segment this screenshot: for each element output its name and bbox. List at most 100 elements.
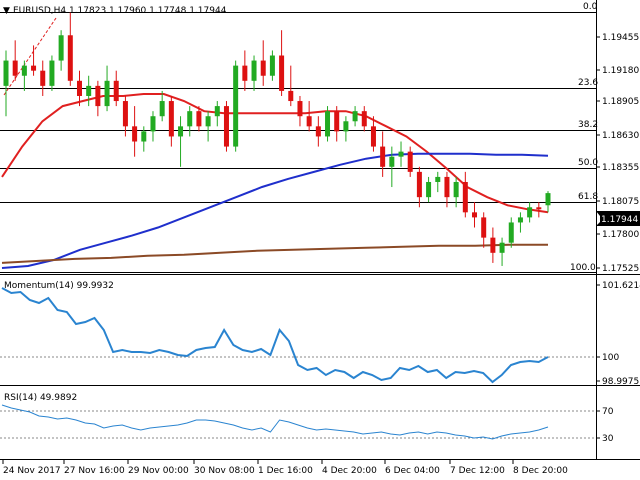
candle-body	[168, 101, 174, 137]
candle-body	[251, 60, 257, 81]
momentum-tick-label: 101.6214	[602, 281, 640, 291]
time-tick-label: 1 Dec 16:00	[258, 466, 313, 476]
momentum-pane[interactable]: 101.6214 100 98.9975	[0, 281, 640, 387]
sma100-line	[1, 152, 549, 269]
candle-body	[288, 90, 294, 102]
rsi-tick-label: 30	[602, 434, 614, 444]
time-tick-label: 29 Nov 00:00	[128, 466, 189, 476]
candle-body	[67, 35, 73, 81]
fib-trend-line[interactable]	[3, 17, 57, 96]
candle-body	[545, 193, 551, 206]
candle-body	[3, 60, 9, 86]
rsi-line	[1, 404, 549, 440]
time-tick-label: 27 Nov 16:00	[64, 466, 125, 476]
fib-level-label: 0.0	[583, 2, 598, 12]
candle-body	[499, 242, 505, 253]
price-tick-label: 1.18355	[602, 163, 639, 173]
price-tick-label: 1.18630	[602, 131, 639, 141]
time-tick-label: 30 Nov 08:00	[194, 466, 255, 476]
candle-body	[325, 111, 331, 137]
candle-body	[233, 65, 239, 147]
price-tick-label: 1.18905	[602, 97, 639, 107]
candle-body	[398, 151, 404, 157]
fib-level-label: 61.8	[578, 192, 598, 202]
candle-body	[472, 212, 478, 218]
moving-averages	[1, 93, 549, 269]
candle-body	[334, 111, 340, 132]
candle-body	[508, 222, 514, 243]
candle-body	[242, 65, 248, 81]
rsi-label: RSI(14) 49.9892	[4, 393, 77, 403]
candle-body	[21, 65, 27, 76]
candle-body	[426, 181, 432, 198]
rsi-pane[interactable]: 70 30	[0, 404, 614, 444]
time-tick-label: 24 Nov 2017	[3, 466, 61, 476]
candle-body	[481, 217, 487, 238]
candle-body	[178, 126, 184, 137]
fib-level-label: 38.2	[578, 120, 598, 130]
current-price-tag: 1.17944	[596, 211, 640, 226]
candle-body	[58, 35, 64, 61]
candle-body	[453, 181, 459, 198]
candle-body	[49, 60, 55, 86]
fib-level-label: 50.0	[578, 158, 598, 168]
candle-body	[380, 146, 386, 167]
time-tick-label: 6 Dec 04:00	[385, 466, 440, 476]
momentum-line	[1, 287, 549, 384]
rsi-tick-label: 70	[602, 407, 614, 417]
candle-body	[389, 156, 395, 167]
candle-body	[40, 70, 46, 86]
momentum-tick-label: 98.9975	[602, 377, 639, 387]
candle-body	[122, 101, 128, 127]
candle-body	[306, 116, 312, 127]
time-axis[interactable]: 24 Nov 2017 27 Nov 16:00 29 Nov 00:00 30 No…	[2, 460, 568, 476]
menu-arrow-icon[interactable]: ▼	[3, 6, 10, 16]
candle-body	[536, 207, 542, 210]
candle-body	[297, 101, 303, 117]
momentum-tick-label: 100	[602, 353, 619, 363]
candle-body	[141, 131, 147, 142]
candle-body	[113, 80, 119, 102]
candle-body	[361, 111, 367, 127]
candle-body	[370, 126, 376, 147]
candle-body	[343, 121, 349, 132]
candle-body	[223, 106, 229, 147]
candle-body	[462, 181, 468, 213]
sma200-line	[1, 243, 548, 264]
sma20-line	[1, 93, 549, 214]
candle-body	[159, 101, 165, 117]
candle-body	[86, 85, 92, 96]
symbol-header: EURUSD,H4 1.17823 1.17960 1.17748 1.1794…	[13, 6, 227, 16]
price-tick-label: 1.18075	[602, 197, 639, 207]
fib-level-label: 23.6	[578, 78, 598, 88]
candle-body	[187, 111, 193, 127]
candle-body	[435, 176, 441, 182]
candle-body	[527, 207, 533, 218]
candle-body	[269, 55, 275, 76]
candle-body	[416, 171, 422, 198]
candle-body	[444, 176, 450, 198]
candle-body	[205, 116, 211, 127]
candle-body	[95, 85, 101, 107]
candle-body	[517, 217, 523, 223]
price-tick-label: 1.19180	[602, 66, 639, 76]
fib-level-label: 100.0	[570, 263, 596, 273]
candle-body	[150, 116, 156, 132]
candle-body	[352, 111, 358, 122]
candle-body	[31, 65, 37, 71]
price-tick-label: 1.17800	[602, 230, 639, 240]
time-tick-label: 8 Dec 20:00	[513, 466, 568, 476]
candle-body	[315, 126, 321, 137]
candle-body	[214, 106, 220, 117]
price-tick-label: 1.19455	[602, 33, 639, 43]
candle-body	[407, 151, 413, 172]
candle-body	[260, 60, 266, 76]
candle-body	[104, 80, 110, 107]
candle-body	[490, 237, 496, 253]
price-axis[interactable]: 1.19455 1.19180 1.18905 1.18630 1.18355 1.180…	[596, 33, 639, 274]
candle-body	[12, 60, 18, 76]
momentum-label: Momentum(14) 99.9932	[4, 281, 114, 291]
candle-body	[76, 80, 82, 96]
